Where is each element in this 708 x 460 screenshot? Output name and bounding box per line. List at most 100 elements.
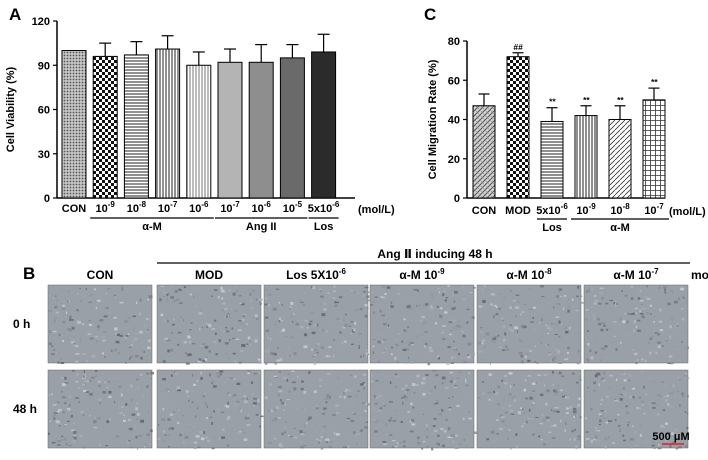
scratch-texture	[623, 439, 626, 442]
scratch-texture	[83, 389, 87, 392]
scratch-texture	[364, 304, 368, 307]
scratch-texture	[236, 409, 241, 412]
scratch-texture	[429, 293, 434, 296]
scratch-texture	[390, 417, 393, 419]
scratch-texture	[219, 437, 221, 440]
scratch-texture	[646, 309, 648, 311]
scratch-texture	[381, 314, 385, 317]
scratch-texture	[453, 386, 458, 388]
scratch-texture	[118, 379, 122, 381]
scratch-texture	[213, 410, 215, 413]
scratch-texture	[676, 323, 679, 326]
scratch-texture	[199, 360, 204, 363]
scratch-texture	[139, 312, 142, 315]
scratch-texture	[505, 411, 508, 414]
scratch-texture	[94, 436, 97, 439]
scratch-texture	[241, 344, 246, 347]
scratch-texture	[267, 397, 270, 400]
scratch-texture	[349, 325, 351, 327]
scratch-texture	[88, 294, 92, 297]
scratch-texture	[278, 301, 280, 304]
scratch-texture	[466, 321, 469, 324]
scratch-texture	[616, 378, 618, 381]
scratch-texture	[183, 319, 185, 322]
scratch-texture	[451, 307, 455, 310]
scratch-texture	[538, 435, 541, 438]
scratch-texture	[236, 285, 238, 288]
scratch-texture	[466, 308, 470, 311]
scratch-texture	[624, 292, 627, 295]
scratch-texture	[114, 296, 117, 299]
scratch-texture	[314, 425, 318, 428]
scratch-texture	[336, 386, 339, 389]
scratch-texture	[121, 406, 124, 408]
scratch-texture	[148, 339, 151, 343]
scratch-texture	[529, 418, 533, 420]
scratch-texture	[358, 332, 362, 335]
scratch-texture	[447, 427, 451, 431]
scratch-column-label: CON	[87, 268, 114, 282]
scratch-texture	[298, 378, 301, 380]
scratch-texture	[525, 397, 529, 400]
scratch-texture	[528, 288, 532, 290]
panel-letter-b: B	[23, 264, 35, 283]
scratch-texture	[589, 349, 592, 352]
scratch-texture	[652, 407, 656, 409]
scratch-texture	[194, 406, 199, 408]
scratch-texture	[70, 340, 75, 344]
scratch-texture	[95, 375, 97, 377]
scratch-texture	[401, 407, 404, 410]
scratch-texture	[166, 339, 171, 342]
chart-a-ytick-label: 120	[32, 16, 50, 28]
scratch-texture	[547, 418, 550, 422]
scratch-texture	[520, 354, 524, 358]
scratch-texture	[441, 376, 446, 380]
scratch-texture	[193, 425, 196, 429]
scratch-texture	[293, 387, 297, 391]
scratch-texture	[221, 297, 224, 300]
scratch-texture	[619, 393, 622, 395]
scratch-texture	[168, 390, 170, 392]
scratch-texture	[435, 401, 439, 405]
scratch-texture	[669, 355, 673, 358]
scratch-texture	[563, 307, 565, 311]
scratch-texture	[602, 379, 606, 383]
scratch-texture	[539, 393, 544, 397]
scratch-texture	[546, 389, 550, 393]
scratch-texture	[308, 416, 312, 419]
scratch-texture	[216, 371, 219, 374]
scratch-texture	[247, 414, 251, 417]
scratch-texture	[349, 400, 352, 402]
scratch-texture	[129, 346, 132, 348]
scratch-texture	[608, 436, 610, 439]
scratch-texture	[541, 295, 545, 298]
chart-a-group-label: Los	[314, 221, 334, 233]
scratch-texture	[498, 409, 501, 412]
scratch-texture	[178, 290, 181, 293]
scratch-texture	[52, 297, 55, 299]
scratch-texture	[599, 419, 602, 423]
scratch-texture	[669, 421, 673, 423]
scratch-texture	[586, 358, 589, 362]
scratch-texture	[661, 381, 665, 383]
scratch-texture	[170, 285, 172, 287]
scratch-texture	[539, 423, 544, 425]
chart-c-category-label: 5x10-6	[536, 202, 568, 217]
scratch-texture	[189, 405, 191, 409]
scratch-texture	[167, 328, 172, 331]
scratch-texture	[238, 430, 242, 433]
scratch-texture	[438, 413, 443, 416]
scratch-texture	[545, 344, 548, 346]
scratch-texture	[127, 418, 132, 421]
scratch-image-border	[263, 284, 369, 364]
scratch-texture	[590, 328, 593, 331]
scratch-texture	[485, 332, 490, 336]
scratch-texture	[360, 429, 363, 433]
scratch-texture	[651, 444, 656, 447]
scratch-texture	[303, 430, 305, 433]
scratch-texture	[667, 362, 671, 364]
scratch-texture	[352, 411, 355, 414]
scratch-texture	[542, 418, 546, 422]
scratch-texture	[523, 412, 526, 414]
scratch-texture	[658, 320, 663, 323]
